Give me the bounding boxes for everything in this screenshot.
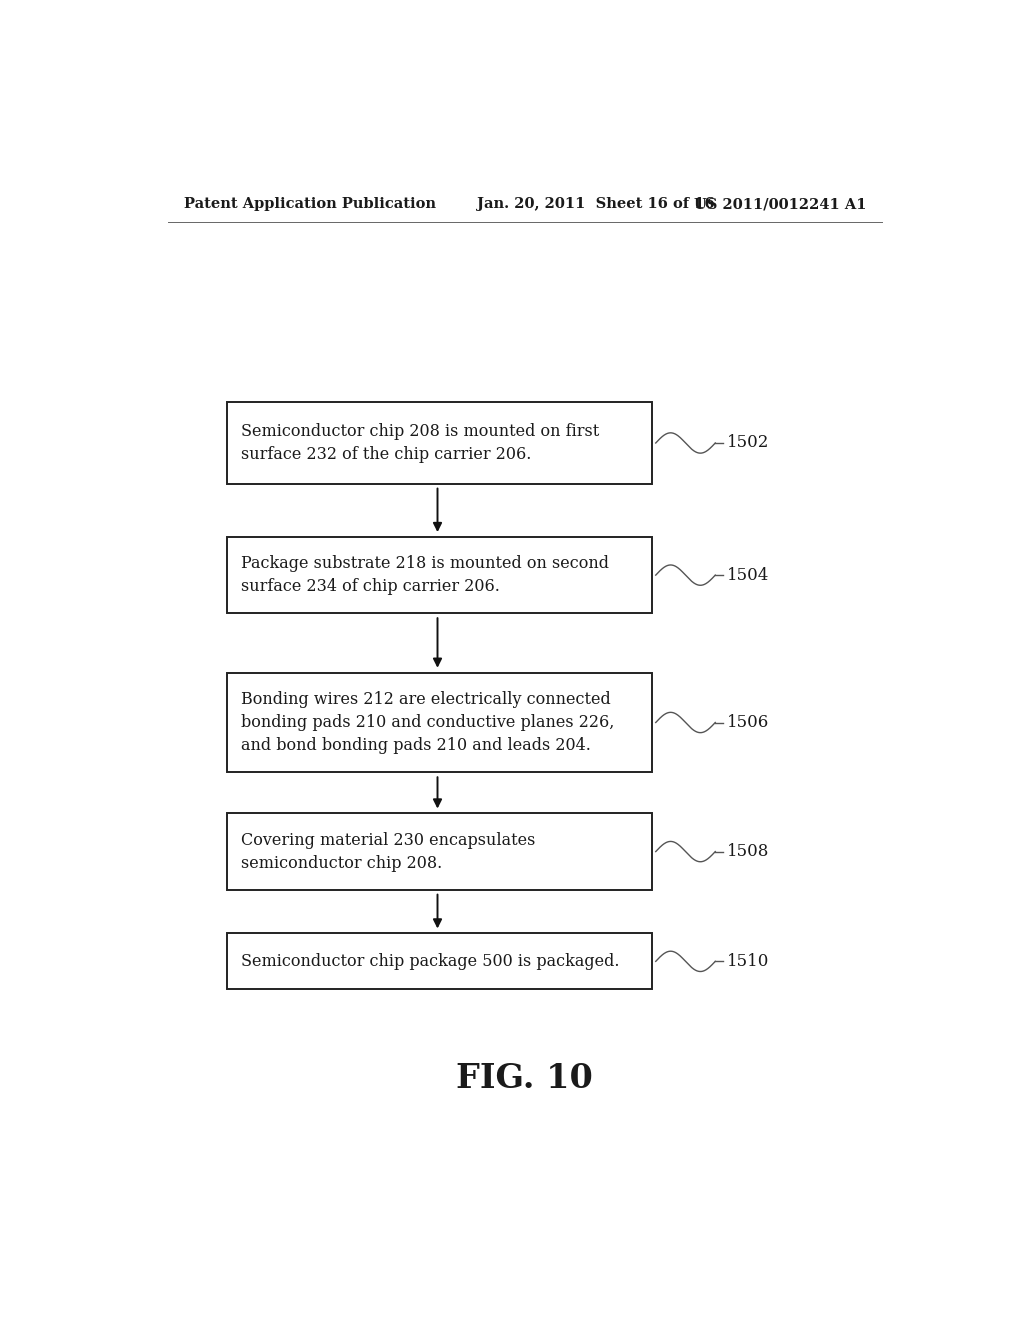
Text: US 2011/0012241 A1: US 2011/0012241 A1 xyxy=(693,197,866,211)
Text: Semiconductor chip package 500 is packaged.: Semiconductor chip package 500 is packag… xyxy=(242,953,620,970)
Text: 1504: 1504 xyxy=(727,566,770,583)
Text: 1506: 1506 xyxy=(727,714,769,731)
Text: Covering material 230 encapsulates
semiconductor chip 208.: Covering material 230 encapsulates semic… xyxy=(242,832,536,871)
Bar xyxy=(227,813,652,890)
Bar xyxy=(227,933,652,989)
Text: FIG. 10: FIG. 10 xyxy=(457,1061,593,1094)
Text: Package substrate 218 is mounted on second
surface 234 of chip carrier 206.: Package substrate 218 is mounted on seco… xyxy=(242,556,609,595)
Text: 1502: 1502 xyxy=(727,434,770,451)
Bar xyxy=(227,673,652,772)
Text: Patent Application Publication: Patent Application Publication xyxy=(183,197,435,211)
Text: 1508: 1508 xyxy=(727,843,770,861)
Text: Semiconductor chip 208 is mounted on first
surface 232 of the chip carrier 206.: Semiconductor chip 208 is mounted on fir… xyxy=(242,424,600,463)
Bar xyxy=(227,403,652,483)
Bar xyxy=(227,537,652,614)
Text: 1510: 1510 xyxy=(727,953,770,970)
Text: Jan. 20, 2011  Sheet 16 of 16: Jan. 20, 2011 Sheet 16 of 16 xyxy=(477,197,715,211)
Text: Bonding wires 212 are electrically connected
bonding pads 210 and conductive pla: Bonding wires 212 are electrically conne… xyxy=(242,692,614,754)
